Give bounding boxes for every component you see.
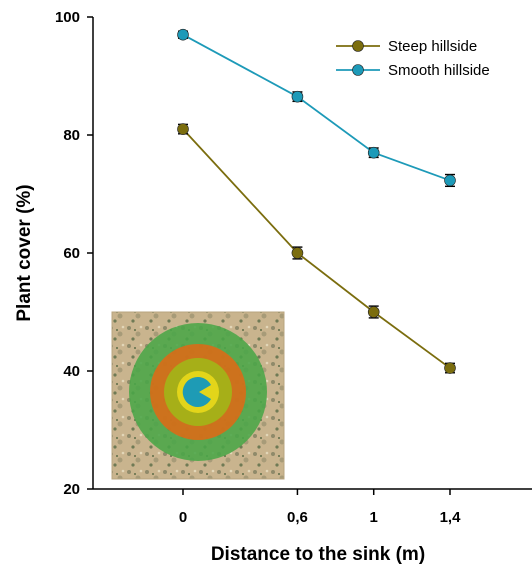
series-line — [182, 33, 451, 182]
x-tick-label: 0,6 — [287, 509, 308, 526]
x-tick-label: 0 — [179, 509, 187, 526]
y-tick-label: 80 — [63, 127, 80, 144]
y-tick-label: 40 — [63, 363, 80, 380]
series-smooth — [177, 28, 456, 188]
legend-label: Steep hillside — [388, 38, 477, 55]
legend-marker — [352, 64, 364, 76]
legend-marker — [352, 40, 364, 52]
y-tick-label: 20 — [63, 481, 80, 498]
data-point — [367, 306, 380, 318]
data-point — [177, 123, 189, 135]
x-tick-label: 1,4 — [440, 509, 462, 526]
y-tick-label: 100 — [55, 9, 80, 26]
legend: Steep hillside Smooth hillside — [336, 38, 490, 79]
data-point — [291, 247, 304, 259]
x-tick-label: 1 — [370, 509, 378, 526]
sink-center-icon — [182, 376, 211, 407]
x-axis-title: Distance to the sink (m) — [211, 544, 425, 565]
data-point — [291, 90, 304, 103]
series-layer — [177, 28, 456, 374]
series-steep — [177, 123, 456, 374]
y-ticks: 20 40 60 80 100 — [55, 9, 93, 498]
data-point — [444, 174, 456, 187]
data-point — [367, 146, 380, 159]
y-axis-title: Plant cover (%) — [14, 184, 35, 321]
inset-photo — [111, 311, 285, 480]
y-tick-label: 60 — [63, 245, 80, 262]
series-line — [182, 128, 451, 369]
data-point — [177, 28, 189, 41]
x-ticks: 0 0,6 1 1,4 — [179, 489, 461, 526]
legend-label: Smooth hillside — [388, 62, 490, 79]
data-point — [444, 362, 456, 374]
